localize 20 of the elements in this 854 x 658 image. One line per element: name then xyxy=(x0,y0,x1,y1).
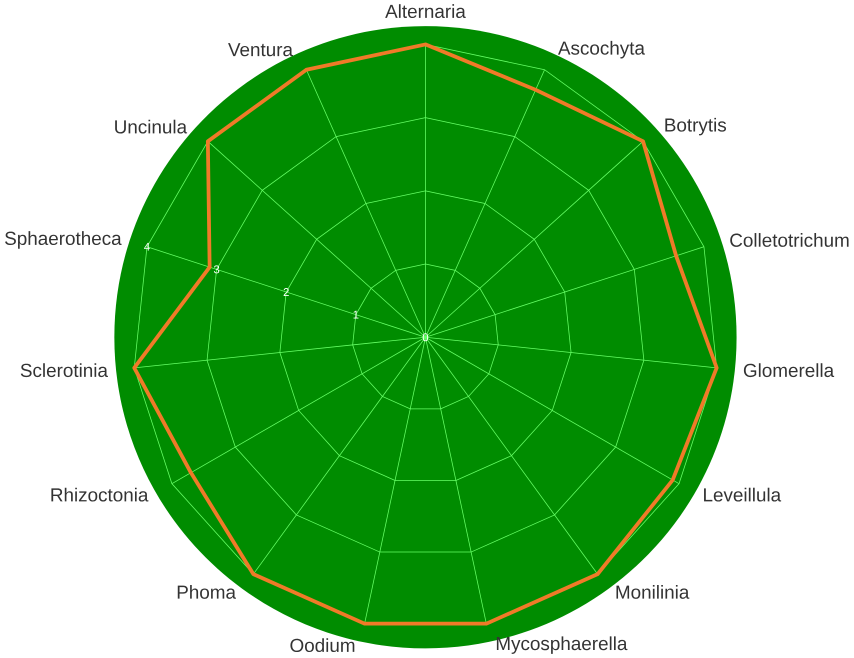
y-tick-label: 2 xyxy=(284,288,289,296)
spoke-label: Oodium xyxy=(290,638,354,652)
spoke-label: Sphaerotheca xyxy=(5,231,122,249)
spoke-label: Ventura xyxy=(228,43,293,56)
spoke-label: Ascochyta xyxy=(558,40,645,58)
y-tick-label: 3 xyxy=(214,265,220,274)
spoke-label: Glomerella xyxy=(744,363,834,378)
spoke-label: Uncinula xyxy=(115,120,188,134)
spoke-label: Sclerotinia xyxy=(20,363,108,378)
spoke-label: Phoma xyxy=(178,584,236,599)
y-tick-label: 1 xyxy=(354,310,358,318)
spoke-label: Monilinia xyxy=(616,584,690,599)
y-tick-label: 0 xyxy=(422,333,428,342)
spoke-label: Botrytis xyxy=(665,118,726,136)
spoke-label: Alternaria xyxy=(385,4,466,18)
spoke-label: Rhizoctonia xyxy=(51,488,148,502)
spoke-label: Leveillula xyxy=(704,488,782,502)
spoke-label: Mycosphaerella xyxy=(496,636,628,654)
y-tick-label: 4 xyxy=(144,242,150,251)
spoke-label: Colletotrichum xyxy=(730,232,849,247)
